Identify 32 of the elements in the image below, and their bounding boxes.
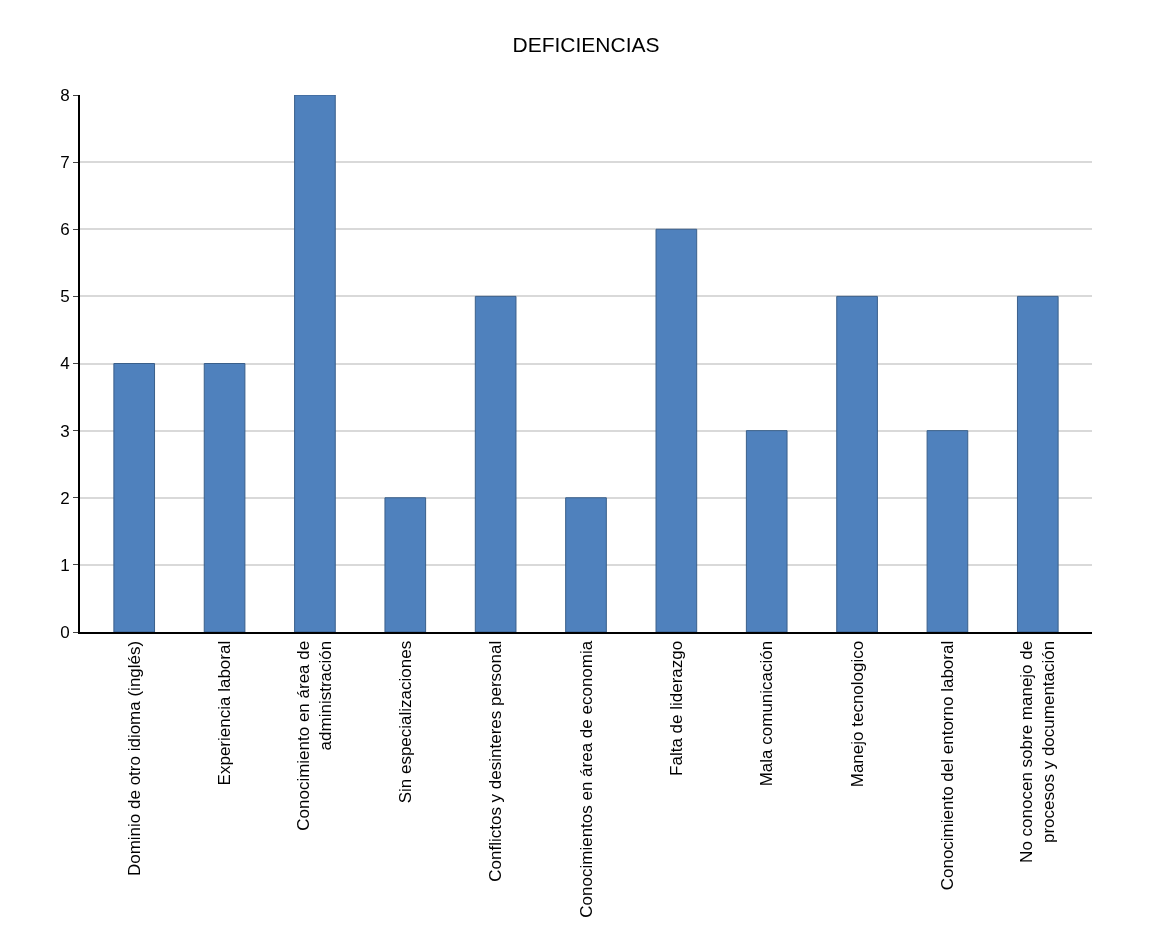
y-tick-label: 8 bbox=[60, 85, 70, 105]
x-tick-label: Conflictos y desinteres personal bbox=[486, 640, 506, 882]
bar bbox=[474, 295, 517, 632]
x-tick-label: Experiencia laboral bbox=[215, 640, 235, 786]
x-tick-label: Falta de liderazgo bbox=[666, 640, 686, 776]
y-tick-label: 0 bbox=[60, 622, 70, 642]
bar bbox=[836, 295, 878, 632]
y-tick-label: 3 bbox=[60, 421, 70, 441]
y-tick-label: 1 bbox=[60, 555, 70, 575]
x-tick-label: Mala comunicación bbox=[757, 640, 777, 787]
bar bbox=[745, 430, 788, 632]
bar bbox=[655, 228, 698, 632]
bar bbox=[113, 363, 156, 632]
y-tick-label: 7 bbox=[60, 153, 70, 173]
bar bbox=[1016, 295, 1059, 632]
y-tick-label: 2 bbox=[60, 488, 70, 508]
x-tick-label: Conocimiento en área de administración bbox=[294, 640, 336, 831]
x-tick-label: Sin especializaciones bbox=[395, 640, 415, 804]
x-tick-label: Dominio de otro idioma (inglés) bbox=[124, 640, 144, 877]
bar bbox=[926, 430, 969, 632]
x-tick-label: No conocen sobre manejo de procesos y documentación bbox=[1017, 640, 1059, 863]
y-tick-label: 4 bbox=[60, 354, 70, 374]
y-tick-label: 5 bbox=[60, 287, 70, 307]
chart-title: DEFICIENCIAS bbox=[512, 32, 660, 56]
bar bbox=[294, 95, 336, 632]
y-tick-label: 6 bbox=[60, 220, 70, 240]
bar bbox=[203, 363, 246, 632]
x-tick-label: Conocimientos en área de economia bbox=[576, 640, 596, 918]
bar bbox=[565, 497, 607, 632]
x-tick-label: Manejo tecnologico bbox=[847, 640, 867, 788]
x-tick-label: Conocimiento del entorno laboral bbox=[937, 640, 957, 891]
bar bbox=[384, 497, 427, 632]
